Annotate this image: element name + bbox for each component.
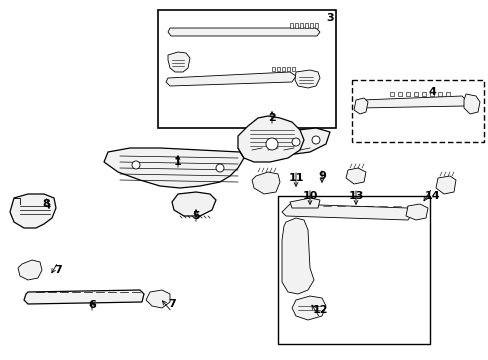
Polygon shape [413, 92, 417, 96]
Bar [278, 196, 429, 344]
Circle shape [132, 161, 140, 169]
Polygon shape [282, 204, 411, 220]
Polygon shape [437, 92, 441, 96]
Polygon shape [172, 192, 216, 216]
Polygon shape [357, 96, 465, 108]
Polygon shape [291, 67, 294, 71]
Polygon shape [421, 92, 425, 96]
Polygon shape [389, 92, 393, 96]
Polygon shape [346, 168, 365, 184]
Polygon shape [397, 92, 401, 96]
Text: 11: 11 [287, 173, 303, 183]
Circle shape [291, 138, 299, 146]
Polygon shape [276, 67, 280, 71]
Polygon shape [168, 52, 190, 72]
Text: 5: 5 [192, 211, 200, 221]
Text: 7: 7 [168, 299, 176, 309]
Polygon shape [429, 92, 433, 96]
Text: 2: 2 [267, 113, 275, 123]
Text: 1: 1 [174, 157, 182, 167]
Circle shape [216, 164, 224, 172]
Polygon shape [294, 23, 297, 28]
Circle shape [265, 138, 278, 150]
Text: 6: 6 [88, 300, 96, 310]
Polygon shape [314, 23, 317, 28]
Polygon shape [309, 23, 312, 28]
Text: 9: 9 [317, 171, 325, 181]
Polygon shape [294, 70, 319, 88]
Text: 8: 8 [42, 199, 50, 209]
Polygon shape [289, 23, 292, 28]
Polygon shape [10, 194, 56, 228]
Polygon shape [146, 290, 170, 308]
Polygon shape [289, 198, 319, 208]
Polygon shape [463, 94, 479, 114]
Polygon shape [286, 67, 289, 71]
Polygon shape [353, 98, 367, 114]
Text: 7: 7 [54, 265, 62, 275]
Polygon shape [18, 260, 42, 280]
Polygon shape [299, 23, 303, 28]
Polygon shape [435, 176, 455, 194]
Polygon shape [238, 116, 304, 162]
Text: 3: 3 [325, 13, 333, 23]
Polygon shape [251, 172, 280, 194]
Polygon shape [168, 28, 319, 36]
Polygon shape [282, 218, 313, 294]
Text: 13: 13 [347, 191, 363, 201]
Polygon shape [165, 72, 295, 86]
Polygon shape [282, 67, 285, 71]
Text: 14: 14 [423, 191, 439, 201]
Circle shape [311, 136, 319, 144]
Polygon shape [238, 128, 329, 158]
Polygon shape [271, 67, 274, 71]
Polygon shape [104, 148, 244, 188]
Text: 12: 12 [312, 305, 327, 315]
Bar [351, 80, 483, 142]
Polygon shape [291, 296, 325, 320]
Polygon shape [24, 290, 143, 304]
Polygon shape [445, 92, 449, 96]
Polygon shape [405, 92, 409, 96]
Bar [158, 10, 335, 128]
Polygon shape [405, 204, 427, 220]
Text: 10: 10 [302, 191, 317, 201]
Polygon shape [305, 23, 307, 28]
Text: 4: 4 [427, 87, 435, 97]
